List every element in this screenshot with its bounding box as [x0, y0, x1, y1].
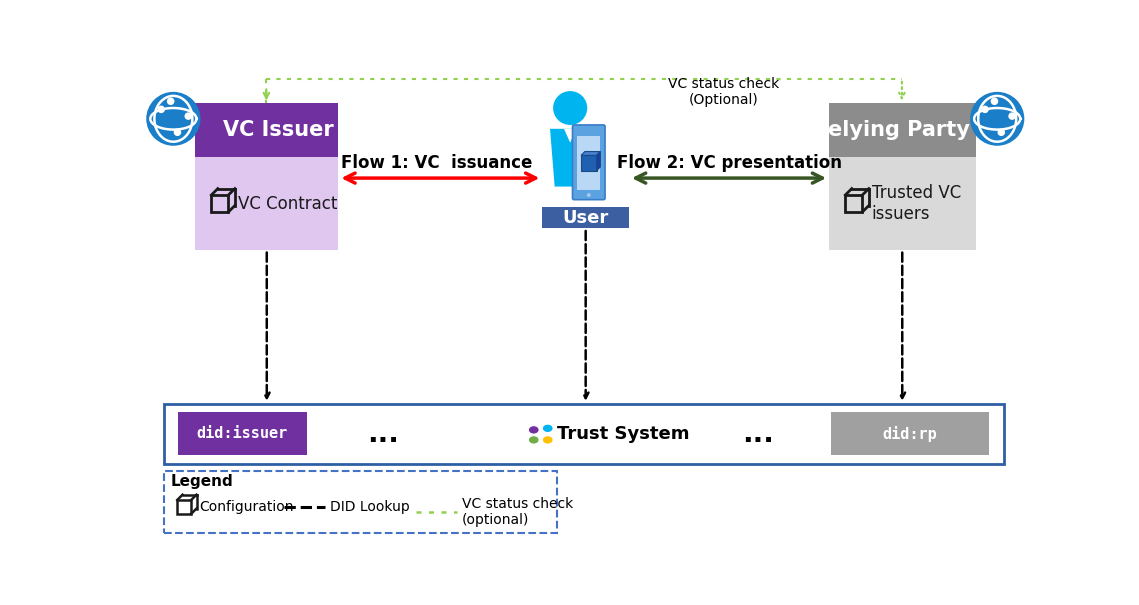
Text: did:issuer: did:issuer	[197, 427, 288, 441]
Text: VC status check
(optional): VC status check (optional)	[461, 497, 573, 528]
Polygon shape	[581, 155, 597, 171]
Text: User: User	[563, 209, 609, 227]
Text: Flow 1: VC  issuance: Flow 1: VC issuance	[342, 154, 533, 172]
Text: Trusted VC
issuers: Trusted VC issuers	[871, 184, 961, 223]
Text: VC Issuer: VC Issuer	[223, 120, 334, 140]
FancyBboxPatch shape	[830, 412, 989, 456]
Circle shape	[1008, 113, 1016, 120]
Text: VC status check
(Optional): VC status check (Optional)	[667, 77, 779, 108]
Text: Configuration: Configuration	[199, 500, 294, 514]
FancyBboxPatch shape	[195, 103, 338, 157]
Circle shape	[146, 92, 200, 146]
FancyBboxPatch shape	[542, 208, 629, 228]
Circle shape	[991, 97, 998, 105]
Text: Relying Party: Relying Party	[812, 120, 969, 140]
Text: did:rp: did:rp	[883, 426, 937, 442]
Polygon shape	[550, 129, 590, 186]
Circle shape	[554, 91, 588, 125]
Text: Legend: Legend	[170, 474, 233, 489]
Circle shape	[587, 193, 591, 197]
FancyBboxPatch shape	[573, 125, 605, 200]
Polygon shape	[597, 151, 600, 171]
Ellipse shape	[542, 436, 554, 444]
Circle shape	[981, 106, 989, 113]
Polygon shape	[581, 151, 600, 155]
FancyBboxPatch shape	[577, 136, 600, 191]
Circle shape	[185, 113, 192, 120]
Text: DID Lookup: DID Lookup	[330, 500, 410, 514]
FancyBboxPatch shape	[164, 471, 557, 533]
FancyBboxPatch shape	[195, 157, 338, 250]
Text: Flow 2: VC presentation: Flow 2: VC presentation	[616, 154, 842, 172]
Circle shape	[167, 97, 174, 105]
Ellipse shape	[528, 436, 539, 444]
Text: VC Contract: VC Contract	[238, 194, 337, 212]
Text: ...: ...	[743, 420, 775, 448]
Circle shape	[998, 128, 1005, 136]
FancyBboxPatch shape	[178, 412, 306, 456]
FancyBboxPatch shape	[164, 404, 1005, 464]
Circle shape	[173, 128, 181, 136]
Text: ...: ...	[367, 420, 399, 448]
Ellipse shape	[528, 426, 539, 434]
FancyBboxPatch shape	[829, 157, 975, 250]
Text: Trust System: Trust System	[557, 425, 689, 443]
Circle shape	[970, 92, 1024, 146]
Circle shape	[157, 106, 165, 113]
Ellipse shape	[542, 424, 554, 433]
Polygon shape	[564, 129, 576, 143]
FancyBboxPatch shape	[829, 103, 975, 157]
